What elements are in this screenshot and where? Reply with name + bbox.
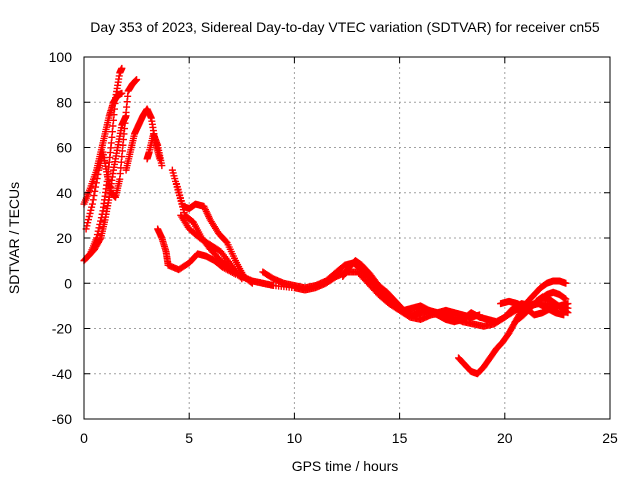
data-point-marker	[92, 179, 100, 187]
data-point-marker	[89, 196, 97, 204]
y-tick-label: 60	[56, 140, 72, 156]
data-point-marker	[84, 219, 92, 227]
data-point-marker	[247, 278, 255, 286]
data-point-marker	[86, 209, 94, 217]
x-tick-label: 25	[602, 430, 618, 446]
data-point-marker	[87, 206, 95, 214]
data-point-marker	[564, 300, 572, 308]
y-tick-label: 100	[49, 49, 73, 65]
data-point-marker	[93, 175, 101, 183]
y-tick-label: 80	[56, 94, 72, 110]
axis-ticks: 0 5 10 15 20 25 -60 -40 -20 0 20 40 60 80 100	[49, 49, 618, 446]
x-tick-label: 15	[392, 430, 408, 446]
data-point-marker	[91, 187, 99, 195]
data-markers	[80, 64, 572, 378]
data-point-marker	[269, 282, 277, 290]
chart-title: Day 353 of 2023, Sidereal Day-to-day VTE…	[90, 19, 600, 35]
x-tick-label: 10	[287, 430, 303, 446]
y-tick-label: 40	[56, 185, 72, 201]
x-tick-label: 5	[185, 430, 193, 446]
data-point-marker	[96, 235, 104, 243]
grid-lines	[84, 57, 610, 419]
data-point-marker	[133, 76, 141, 84]
data-point-marker	[158, 162, 166, 170]
y-tick-label: -60	[52, 411, 72, 427]
data-point-marker	[97, 217, 105, 225]
data-point-marker	[88, 203, 96, 211]
y-tick-label: -20	[52, 321, 72, 337]
data-series-track-17	[532, 293, 572, 317]
x-axis-title: GPS time / hours	[292, 458, 399, 474]
data-point-marker	[90, 192, 98, 200]
data-series-track-4	[84, 112, 130, 260]
data-point-marker	[238, 275, 246, 283]
data-point-marker	[95, 224, 103, 232]
data-point-marker	[562, 279, 570, 287]
data-point-marker	[122, 112, 130, 120]
data-point-marker	[118, 89, 126, 97]
data-point-marker	[564, 309, 572, 317]
data-point-marker	[88, 200, 96, 208]
data-point-marker	[562, 295, 570, 303]
data-point-marker	[85, 213, 93, 221]
y-axis-title: SDTVAR / TECUs	[6, 182, 22, 294]
x-tick-label: 20	[497, 430, 513, 446]
x-tick-label: 0	[80, 430, 88, 446]
data-point-marker	[94, 170, 102, 178]
data-point-marker	[118, 64, 126, 72]
data-point-marker	[92, 183, 100, 191]
data-point-marker	[248, 279, 256, 287]
y-tick-label: 0	[64, 275, 72, 291]
data-point-marker	[84, 216, 92, 224]
y-tick-label: -40	[52, 366, 72, 382]
y-tick-label: 20	[56, 230, 72, 246]
data-point-marker	[83, 222, 91, 230]
data-series-track-11	[177, 211, 246, 283]
data-point-marker	[93, 231, 101, 239]
data-series-track-6	[143, 130, 166, 170]
data-series-track-10	[173, 180, 256, 287]
